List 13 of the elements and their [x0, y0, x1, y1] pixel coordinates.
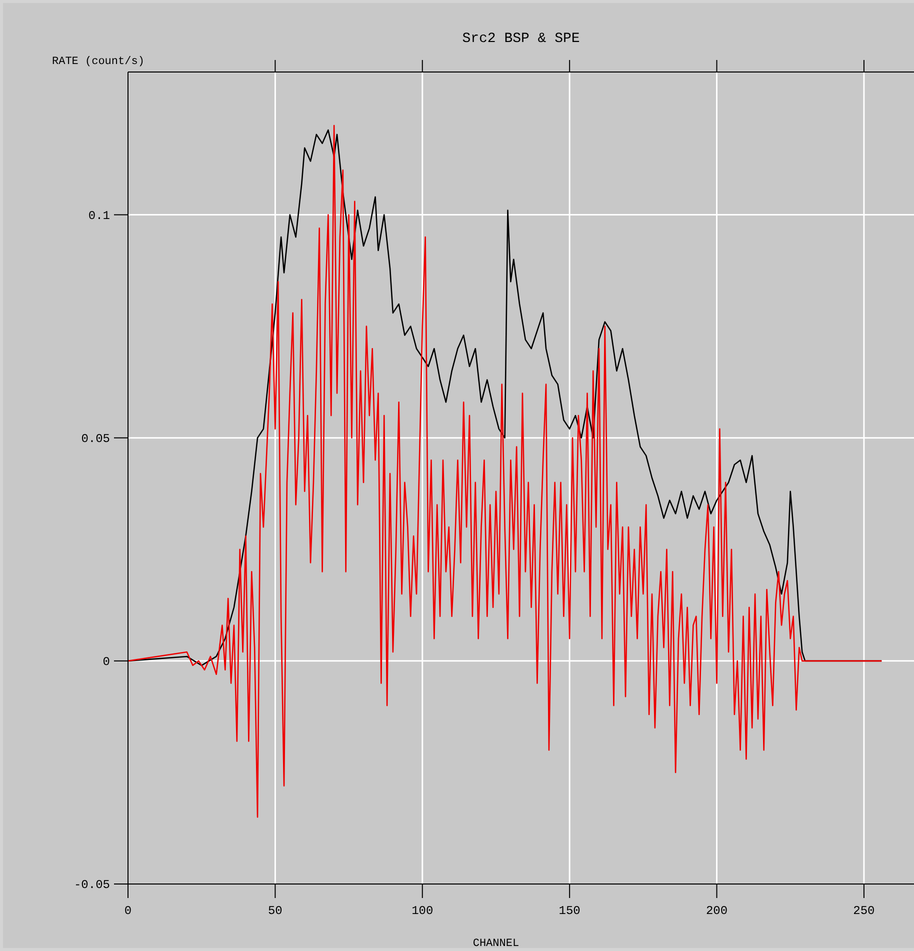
y-tick-label: 0.1	[88, 208, 110, 223]
x-tick-label: 200	[706, 904, 728, 918]
x-tick-label: 150	[558, 904, 580, 918]
y-tick-label: 0	[102, 654, 110, 669]
x-tick-label: 250	[853, 904, 875, 918]
x-tick-label: 100	[412, 904, 434, 918]
y-axis-title: RATE (count/s)	[52, 56, 144, 68]
x-axis-title: CHANNEL	[472, 938, 520, 950]
y-tick-label: 0.05	[81, 432, 110, 446]
x-tick-label: 50	[268, 904, 282, 918]
y-tick-label: -0.05	[74, 878, 110, 892]
chart-title: Src2 BSP & SPE	[462, 31, 580, 47]
x-tick-label: 0	[124, 904, 132, 918]
